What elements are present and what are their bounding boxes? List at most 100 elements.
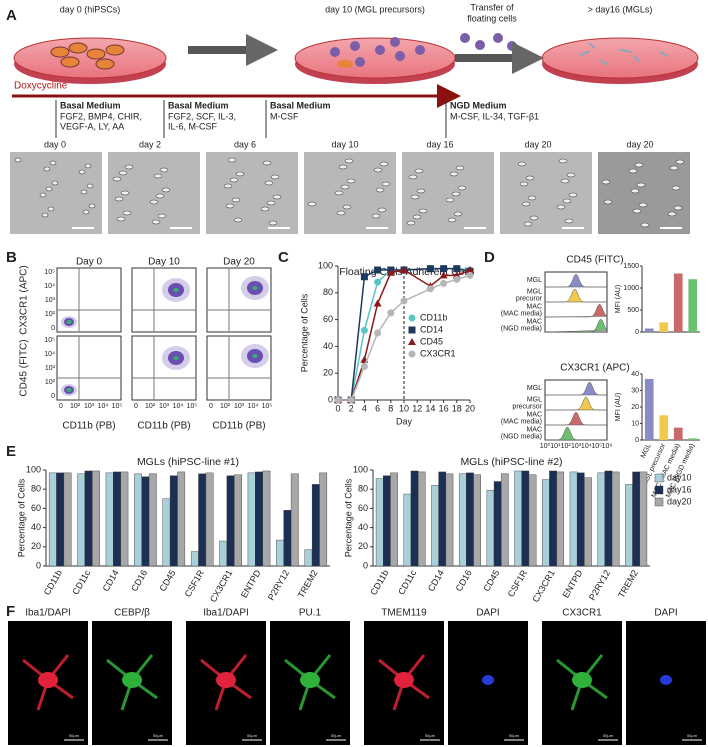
cell — [120, 190, 130, 196]
cell — [630, 188, 640, 194]
x-tick-label: MGL — [640, 443, 653, 460]
cell-population — [66, 388, 72, 392]
cell — [381, 181, 391, 187]
cell — [412, 214, 422, 220]
histogram-row-label: MGL — [527, 277, 542, 284]
legend-marker — [408, 338, 416, 345]
cell — [445, 197, 455, 203]
cell — [414, 168, 424, 174]
cell — [342, 204, 352, 210]
bar — [205, 472, 214, 567]
bar — [611, 471, 620, 567]
cell — [233, 217, 243, 223]
histogram-row-label: MAC — [526, 411, 542, 418]
bar — [169, 475, 178, 567]
histogram — [545, 396, 607, 411]
cell — [151, 219, 161, 225]
x-tick-label: CD45 — [481, 568, 501, 593]
x-tick-label: CX3CR1 — [208, 568, 234, 604]
cell — [86, 183, 94, 189]
cell — [82, 209, 90, 215]
histogram-row-label: (NGD media) — [501, 433, 542, 440]
cell — [601, 179, 611, 185]
marker — [400, 266, 408, 274]
cell-population — [173, 288, 179, 292]
cell — [375, 187, 385, 193]
cell-body — [572, 672, 592, 688]
y-tick-label: 30 — [631, 387, 639, 394]
x-tick-label: 10¹ — [550, 443, 561, 450]
bar — [390, 472, 398, 567]
row-label: CD45 (FITC) — [19, 339, 30, 396]
scale-label: 50µm — [509, 733, 520, 738]
cell — [307, 201, 317, 207]
bar — [219, 540, 228, 567]
x-tick-label: 10 — [399, 403, 409, 413]
cell — [667, 211, 677, 217]
bar — [584, 477, 592, 567]
medium-name: Basal Medium — [168, 100, 229, 110]
x-tick-label: 10⁴ — [173, 403, 184, 410]
bar — [304, 549, 313, 567]
cell — [346, 178, 356, 184]
cell — [521, 201, 531, 207]
histogram-row-label: (MAC media) — [501, 418, 542, 425]
cell-population — [252, 286, 258, 290]
cell — [519, 181, 529, 187]
y-tick-label: 20 — [31, 541, 41, 551]
bar — [493, 481, 502, 567]
histogram-row-label: (MAC media) — [501, 310, 542, 317]
column-label: Day 10 — [148, 257, 180, 268]
bar — [644, 378, 654, 440]
x-tick-label: ENTPD — [239, 568, 263, 600]
timepoint-label: day 20 — [524, 139, 551, 149]
image-label: DAPI — [476, 608, 499, 619]
cell — [406, 220, 416, 226]
cell — [334, 190, 344, 196]
x-tick-label: 10³ — [159, 403, 170, 410]
marker — [374, 266, 382, 274]
cell-body — [300, 672, 320, 688]
scale-label: 50µm — [69, 733, 80, 738]
bar — [549, 470, 557, 567]
marker — [374, 329, 382, 337]
bar — [688, 438, 698, 440]
cell — [112, 176, 122, 182]
scale-label: 50µm — [425, 733, 436, 738]
marker — [439, 271, 448, 279]
cell — [525, 175, 535, 181]
cell — [603, 199, 613, 205]
cell — [449, 171, 459, 177]
bar — [403, 493, 412, 567]
x-tick-label: CD14 — [101, 568, 121, 593]
column-label: Day 20 — [223, 257, 255, 268]
cell — [159, 167, 169, 173]
cell — [373, 167, 383, 173]
bar — [226, 475, 235, 567]
cell — [418, 208, 428, 214]
x-tick-label: CD11c — [70, 568, 92, 597]
cell — [408, 174, 418, 180]
medium-factors: FGF2, BMP4, CHIR, — [60, 111, 142, 121]
cell — [41, 212, 49, 218]
x-tick-label: TREM2 — [616, 568, 640, 599]
legend-swatch — [654, 473, 664, 483]
cell — [523, 221, 533, 227]
cell — [457, 185, 467, 191]
x-tick-label: CD16 — [129, 568, 149, 593]
panel-letter: C — [278, 249, 289, 266]
bar — [63, 472, 72, 567]
cell — [371, 213, 381, 219]
y-tick-label: 100 — [26, 464, 41, 474]
bar — [688, 279, 698, 332]
annotation: Floating Cells — [339, 266, 403, 278]
cell — [634, 162, 644, 168]
histogram-row-label: MAC — [526, 318, 542, 325]
image-label: Iba1/DAPI — [25, 608, 71, 619]
histogram-row-label: MAC — [526, 303, 542, 310]
legend-label: day10 — [667, 472, 692, 482]
x-tick-label: TREM2 — [296, 568, 320, 599]
legend-label: CD45 — [420, 336, 443, 346]
x-tick-label: 10² — [561, 443, 572, 450]
bar — [92, 470, 100, 567]
